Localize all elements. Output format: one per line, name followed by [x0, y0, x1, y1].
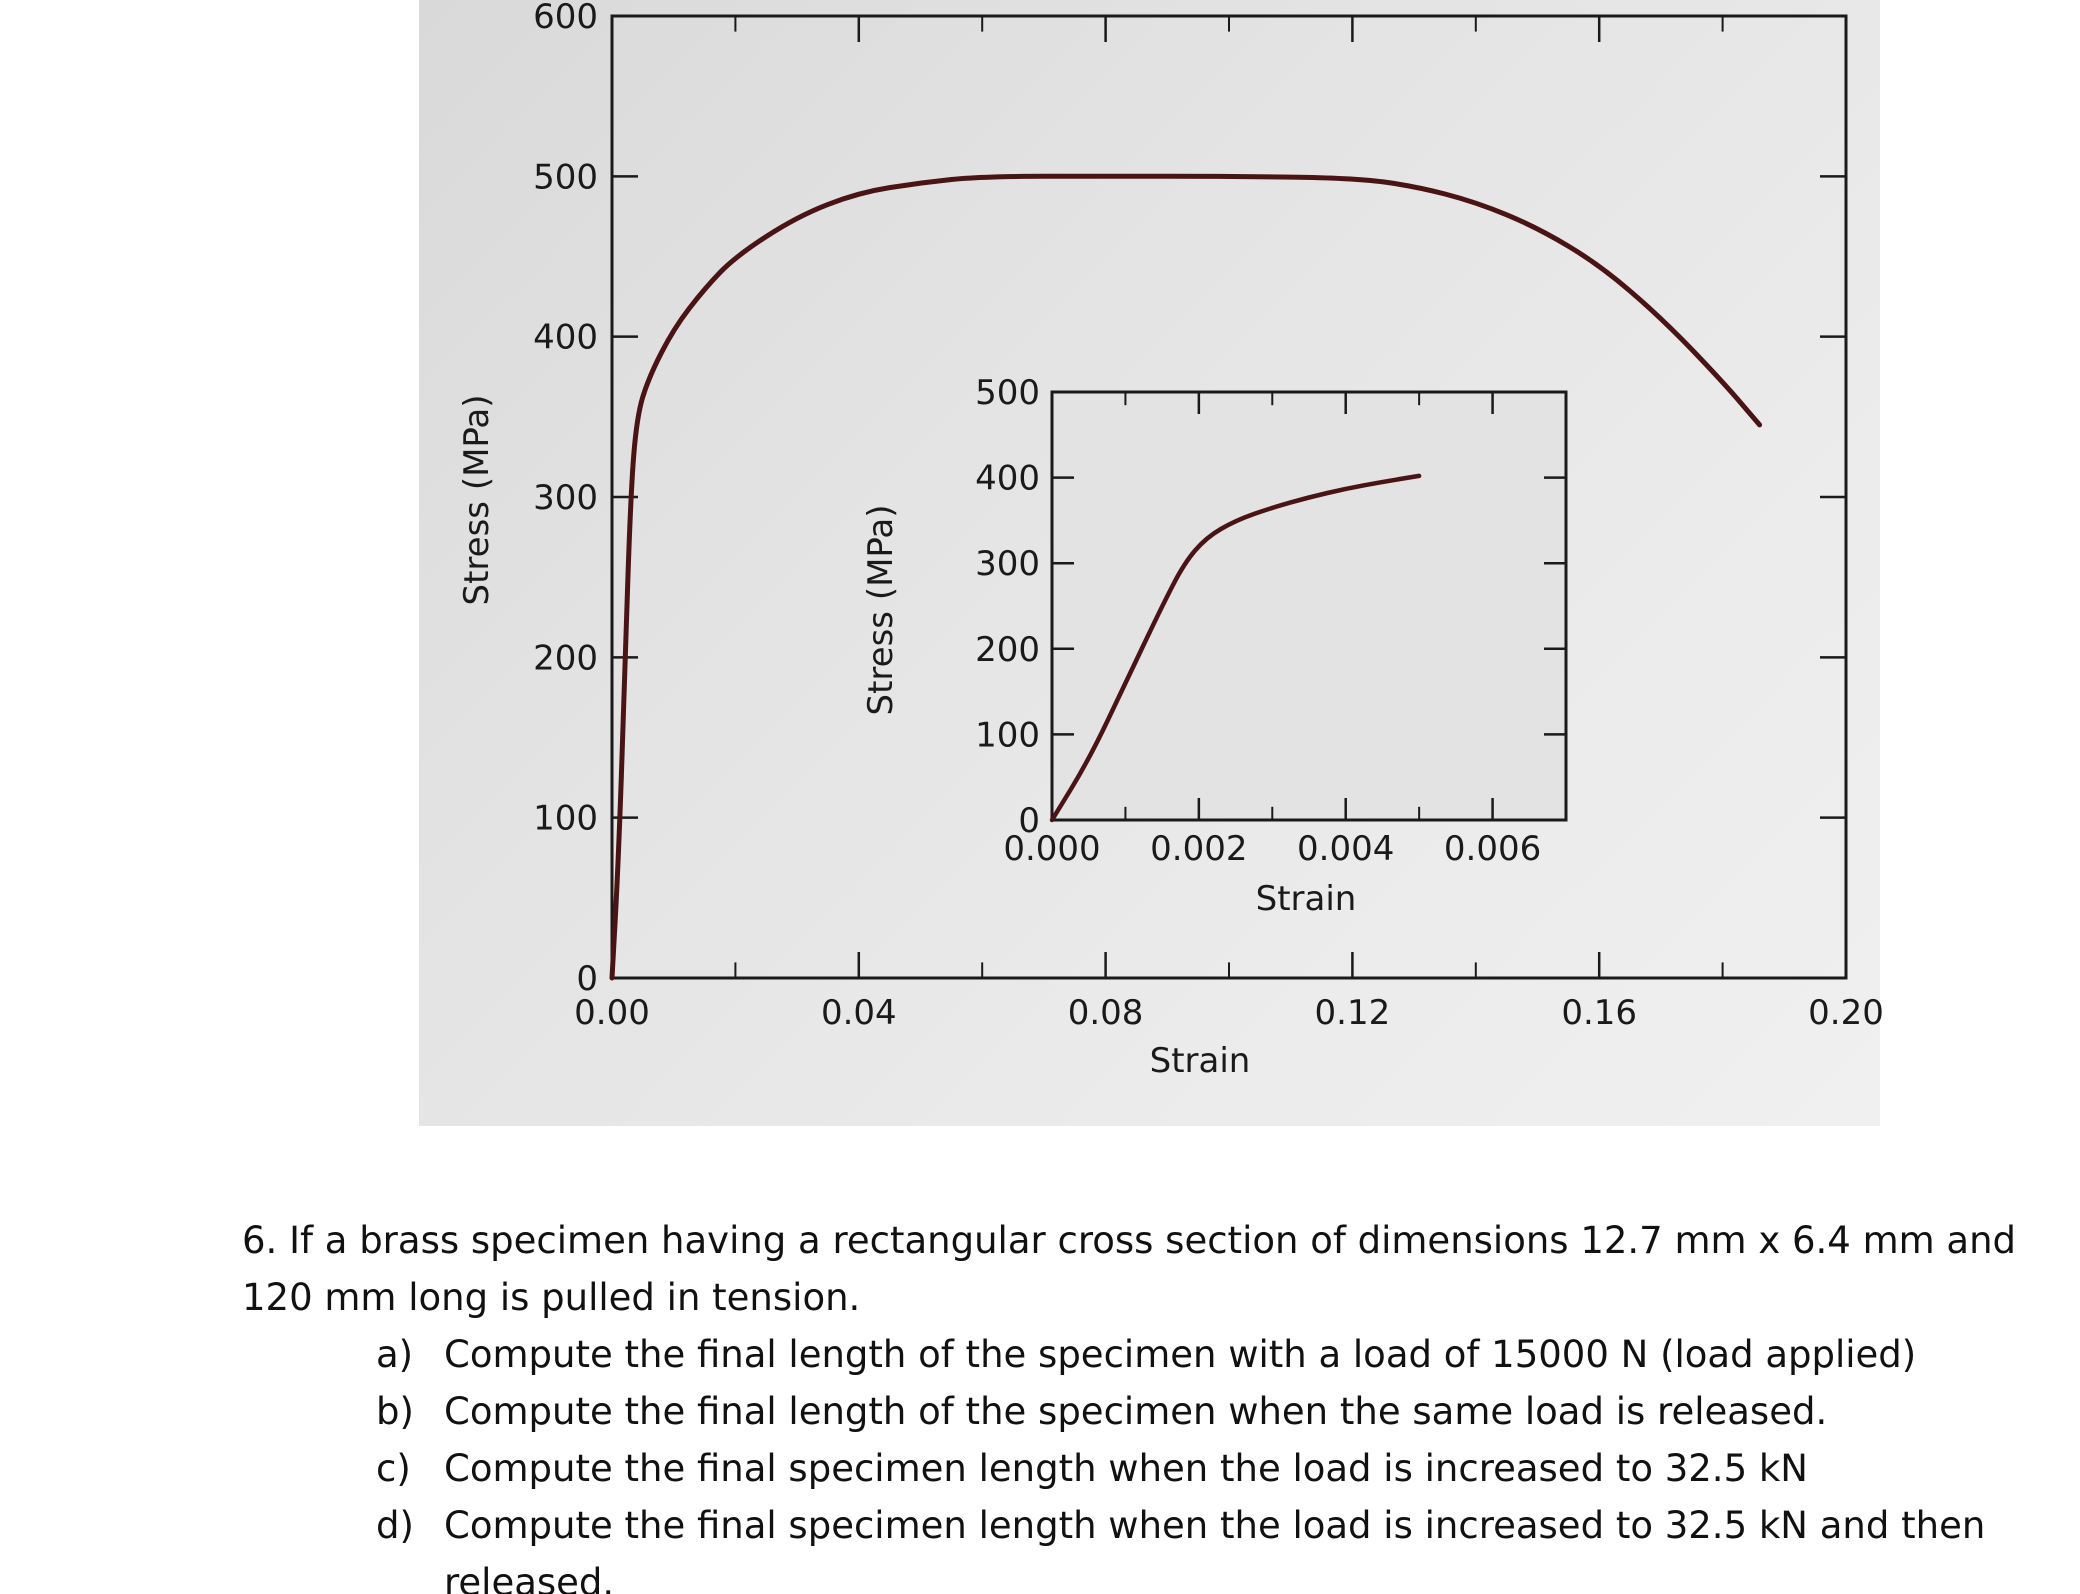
question-d-letter: d)	[376, 1504, 414, 1547]
main-x-tick-label: 0.12	[1315, 993, 1391, 1033]
main-y-tick-label: 200	[533, 638, 598, 678]
question-d-text: Compute the final specimen length when t…	[444, 1504, 1986, 1594]
inset-y-tick-label: 400	[975, 459, 1040, 499]
main-y-tick-label: 400	[533, 318, 598, 358]
inset-plot-background	[1052, 392, 1566, 820]
inset-plot-frame	[1050, 390, 1568, 822]
inset-y-tick-label: 100	[975, 715, 1040, 755]
main-x-axis-title: Strain	[1150, 1041, 1251, 1081]
main-y-tick-label: 600	[533, 0, 598, 37]
main-y-tick-label: 300	[533, 478, 598, 518]
inset-y-tick-label: 500	[975, 373, 1040, 413]
inset-x-tick-label: 0.000	[1003, 829, 1100, 869]
inset-y-tick-label: 0	[1018, 801, 1040, 841]
inset-y-axis-title: Stress (MPa)	[861, 505, 901, 716]
question-a-text: Compute the final length of the specimen…	[444, 1333, 1917, 1376]
main-stress-strain-curve	[609, 173, 1763, 981]
main-x-tick-label: 0.20	[1808, 993, 1884, 1033]
problem-statement: 6. If a brass specimen having a rectangu…	[242, 1212, 2042, 1594]
main-x-tick-label: 0.08	[1068, 993, 1144, 1033]
question-a: a) Compute the final length of the speci…	[376, 1326, 2042, 1383]
main-x-tick-label: 0.04	[821, 993, 897, 1033]
main-y-tick-label: 0	[576, 959, 598, 999]
inset-y-tick-label: 300	[975, 544, 1040, 584]
main-y-tick-label: 100	[533, 799, 598, 839]
question-b-letter: b)	[376, 1390, 414, 1433]
question-b-text: Compute the final length of the specimen…	[444, 1390, 1828, 1433]
inset-x-tick-label: 0.004	[1297, 829, 1394, 869]
question-c-text: Compute the final specimen length when t…	[444, 1447, 1808, 1490]
inset-elastic-region-chart: 0.000 0.002 0.004 0.006 0 100 200 300 400 500 Stra…	[861, 373, 1568, 919]
main-x-tick-label: 0.16	[1561, 993, 1637, 1033]
inset-stress-strain-curve	[1049, 473, 1422, 823]
main-stress-strain-chart: 0.00 0.04 0.08 0.12 0.16 0.20 0 100 200 300 400 500…	[457, 0, 1884, 1081]
problem-questions: a) Compute the final length of the speci…	[242, 1326, 2042, 1594]
question-b: b) Compute the final length of the speci…	[376, 1383, 2042, 1440]
question-a-letter: a)	[376, 1333, 414, 1376]
problem-intro: 6. If a brass specimen having a rectangu…	[242, 1219, 2017, 1319]
question-c: c) Compute the final specimen length whe…	[376, 1440, 2042, 1497]
question-c-letter: c)	[376, 1447, 411, 1490]
inset-y-tick-label: 200	[975, 630, 1040, 670]
main-y-axis-title: Stress (MPa)	[457, 395, 497, 606]
inset-x-tick-label: 0.002	[1150, 829, 1247, 869]
inset-x-axis-title: Strain	[1256, 879, 1357, 919]
main-x-tick-label: 0.00	[574, 993, 650, 1033]
main-y-tick-label: 500	[533, 157, 598, 197]
inset-x-tick-label: 0.006	[1444, 829, 1541, 869]
question-d: d) Compute the final specimen length whe…	[376, 1497, 2042, 1594]
